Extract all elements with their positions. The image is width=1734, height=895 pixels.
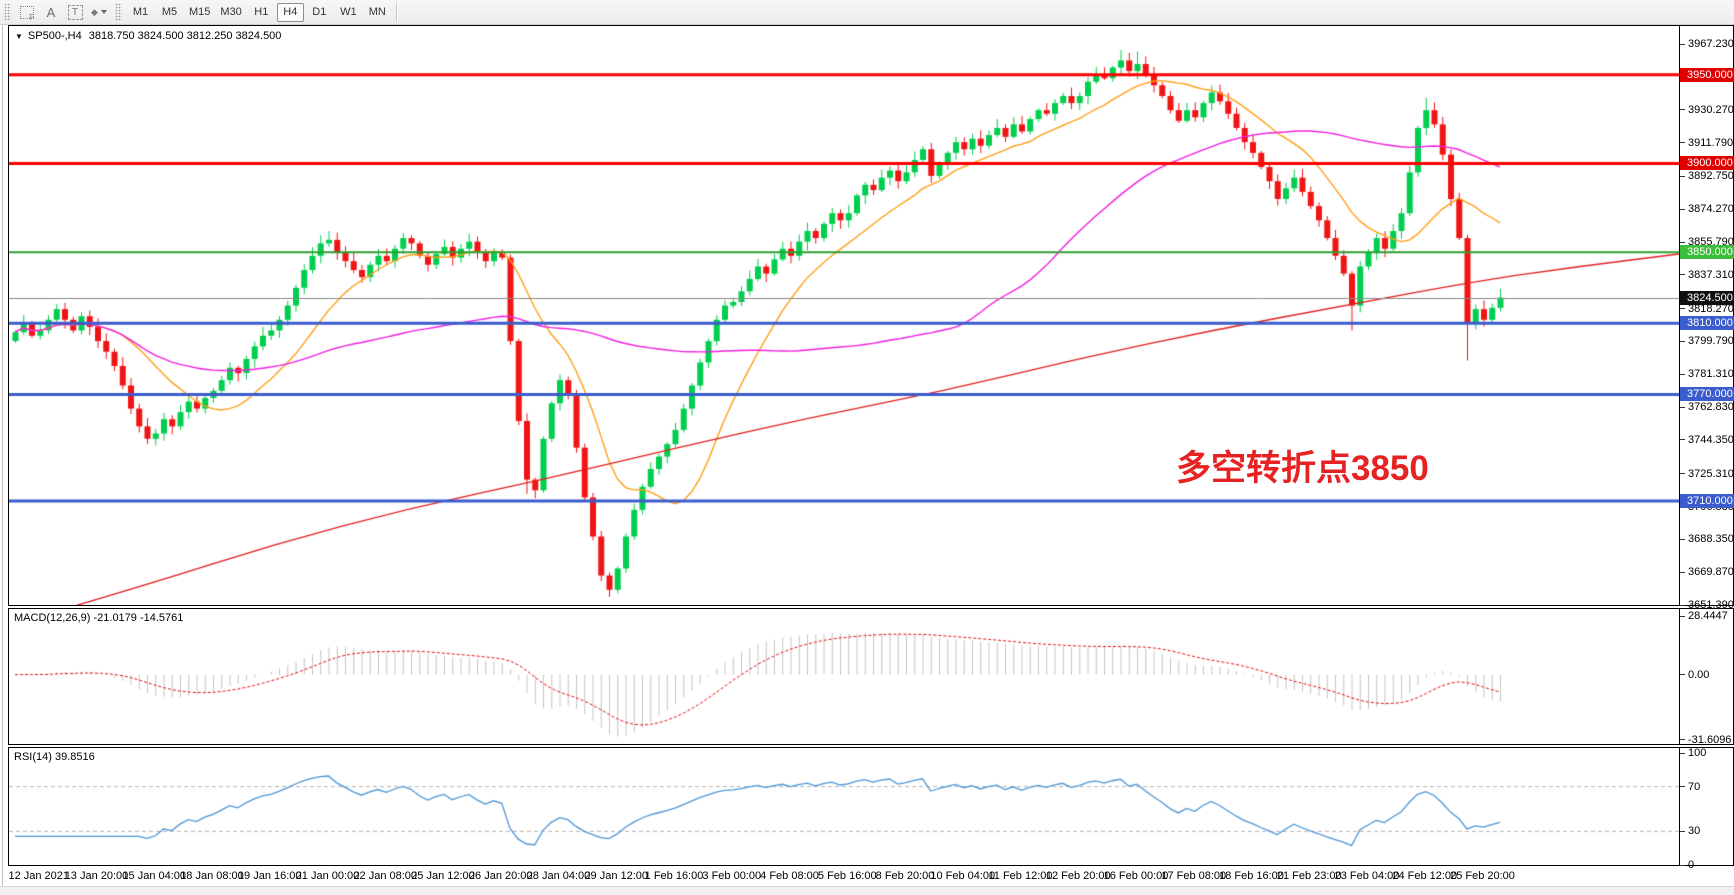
- rsi-label: RSI(14) 39.8516: [14, 751, 95, 763]
- rsi-canvas[interactable]: [9, 748, 1679, 865]
- rsi-tick: 70: [1680, 781, 1700, 793]
- window-left-edge: [0, 25, 8, 886]
- macd-tick: 0.00: [1680, 669, 1709, 681]
- indicators-f-icon[interactable]: F: [16, 2, 38, 23]
- symbol-dropdown-icon[interactable]: ▼: [15, 31, 23, 41]
- rsi-tick: 100: [1680, 747, 1706, 759]
- macd-tick: 28.4447: [1680, 610, 1728, 622]
- time-label: 4 Feb 08:00: [760, 870, 819, 882]
- timeframe-button-h1[interactable]: H1: [254, 5, 269, 18]
- time-label: 22 Jan 08:00: [353, 870, 418, 882]
- time-label: 1 Feb 16:00: [644, 870, 704, 882]
- price-tick: 3874.270: [1680, 203, 1734, 215]
- timeframe-button-m30[interactable]: M30: [220, 5, 242, 18]
- grid-icon: F: [20, 5, 34, 22]
- main-chart-panel: ▼ SP500-,H4 3818.750 3824.500 3812.250 3…: [8, 25, 1734, 611]
- time-label: 12 Feb 20:00: [1045, 870, 1111, 882]
- price-tick: 3930.270: [1680, 104, 1734, 116]
- price-tick: 3892.750: [1680, 170, 1734, 182]
- price-level-box: 3824.500: [1680, 290, 1734, 305]
- styles-icon[interactable]: ◆: [88, 2, 110, 23]
- time-label: 16 Feb 00:00: [1103, 870, 1169, 882]
- price-tick: 3688.350: [1680, 533, 1734, 545]
- time-label: 21 Jan 00:00: [295, 870, 360, 882]
- text-box-icon[interactable]: T: [64, 2, 86, 23]
- toolbar-separator: [395, 2, 397, 22]
- time-label: 18 Jan 08:00: [180, 870, 244, 882]
- toolbar-grip[interactable]: [4, 3, 11, 21]
- price-tick: 3762.830: [1680, 401, 1734, 413]
- timeframe-button-w1[interactable]: W1: [340, 5, 357, 18]
- timeframe-button-group: M1 M5 M15 M30 H1 H4 D1 W1 MN: [126, 2, 392, 22]
- price-tick: 3669.870: [1680, 566, 1734, 578]
- time-label: 15 Jan 04:00: [122, 870, 187, 882]
- timeframe-button-m1[interactable]: M1: [132, 5, 149, 18]
- time-label: 3 Feb 00:00: [702, 870, 762, 882]
- time-label: 23 Feb 04:00: [1334, 870, 1400, 882]
- toolbar: F A T ◆ M1 M5 M15 M30 H1 H4 D1 W1 MN: [0, 0, 1734, 25]
- macd-axis[interactable]: 28.4447 0.00 -31.6096: [1679, 609, 1733, 746]
- time-label: 12 Jan 2021: [8, 870, 70, 882]
- time-label: 18 Feb 16:00: [1219, 870, 1284, 882]
- text-label-icon[interactable]: A: [46, 4, 56, 20]
- chart-annotation-text: 多空转折点3850: [1176, 449, 1429, 488]
- chart-title: ▼ SP500-,H4 3818.750 3824.500 3812.250 3…: [15, 30, 281, 42]
- price-tick: 3725.310: [1680, 468, 1734, 480]
- time-label: 10 Feb 04:00: [930, 870, 996, 882]
- time-label: 5 Feb 16:00: [817, 870, 877, 882]
- rsi-tick: 0: [1680, 859, 1694, 871]
- price-tick: 3818.270: [1680, 303, 1734, 315]
- time-label: 29 Jan 12:00: [584, 870, 649, 882]
- rsi-axis[interactable]: 100 70 30 0: [1679, 747, 1733, 871]
- time-label: 28 Jan 04:00: [526, 870, 591, 882]
- timeframe-button-mn[interactable]: MN: [368, 5, 386, 18]
- symbol-period-label: SP500-,H4: [27, 30, 82, 42]
- macd-panel: MACD(12,26,9) -21.0179 -14.5761 28.4447 0…: [8, 608, 1734, 746]
- price-level-box: 3710.000: [1680, 493, 1734, 508]
- time-label: 13 Jan 20:00: [64, 870, 129, 882]
- time-axis[interactable]: 12 Jan 2021 13 Jan 20:00 15 Jan 04:00 18 Ja…: [8, 868, 1734, 886]
- time-label: 11 Feb 12:00: [988, 870, 1053, 882]
- rsi-tick: 30: [1680, 825, 1700, 837]
- time-label: 25 Jan 12:00: [411, 870, 475, 882]
- price-chart-canvas[interactable]: [9, 26, 1679, 605]
- timeframe-button-m15[interactable]: M15: [189, 5, 211, 18]
- price-level-box: 3810.000: [1680, 316, 1734, 331]
- price-level-box: 3900.000: [1680, 156, 1734, 171]
- price-axis[interactable]: 3967.2303948.7503930.2703911.7903892.750…: [1679, 26, 1734, 611]
- time-label: 21 Feb 23:00: [1276, 870, 1342, 882]
- price-level-box: 3950.000: [1680, 67, 1734, 82]
- price-level-box: 3850.000: [1680, 245, 1734, 260]
- price-level-box: 3770.000: [1680, 387, 1734, 402]
- macd-label: MACD(12,26,9) -21.0179 -14.5761: [14, 612, 184, 624]
- dropdown-caret-icon: [100, 10, 107, 14]
- window-bottom-edge: [0, 886, 1734, 895]
- macd-canvas[interactable]: [9, 609, 1679, 744]
- price-tick: 3744.350: [1680, 434, 1734, 446]
- time-label: 8 Feb 20:00: [875, 870, 935, 882]
- timeframe-button-d1[interactable]: D1: [312, 5, 327, 18]
- price-tick: 3967.230: [1680, 38, 1734, 50]
- price-tick: 3837.310: [1680, 269, 1734, 281]
- rsi-panel: RSI(14) 39.8516 100 70 30 0: [8, 747, 1734, 871]
- time-label: 17 Feb 08:00: [1161, 870, 1227, 882]
- time-label: 25 Feb 20:00: [1450, 870, 1515, 882]
- price-tick: 3911.790: [1680, 137, 1733, 149]
- price-tick: 3799.790: [1680, 335, 1734, 347]
- price-tick: 3781.310: [1680, 368, 1734, 380]
- time-label: 26 Jan 20:00: [468, 870, 533, 882]
- timeframe-button-h4[interactable]: H4: [276, 2, 304, 22]
- macd-tick: -31.6096: [1680, 734, 1731, 746]
- price-tick: 3855.790: [1680, 236, 1734, 248]
- timeframe-button-m5[interactable]: M5: [161, 5, 178, 18]
- toolbar-grip-2[interactable]: [115, 3, 122, 21]
- time-label: 19 Jan 16:00: [237, 870, 302, 882]
- time-label: 24 Feb 12:00: [1392, 870, 1458, 882]
- ohlc-values: 3818.750 3824.500 3812.250 3824.500: [88, 30, 282, 42]
